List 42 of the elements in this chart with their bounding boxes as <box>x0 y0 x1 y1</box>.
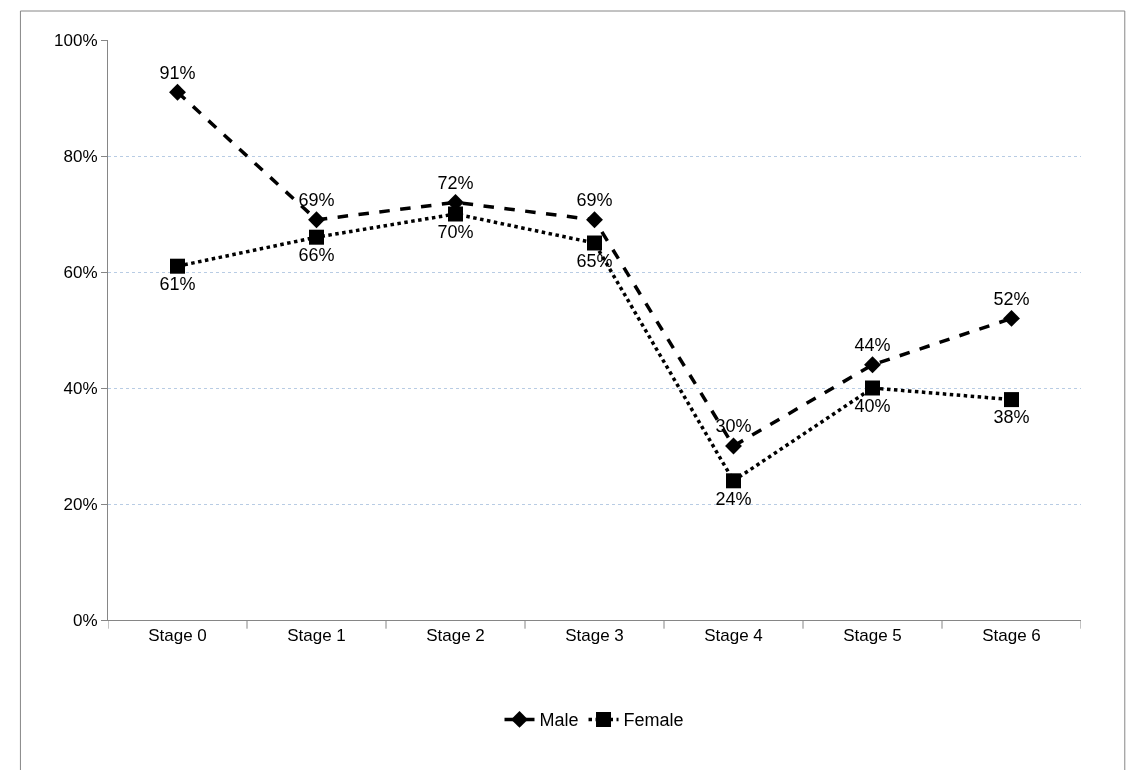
legend-label: Female <box>623 710 684 731</box>
x-tick-label: Stage 3 <box>565 626 624 646</box>
point <box>448 206 463 222</box>
data-label: 91% <box>159 62 196 83</box>
data-label: 69% <box>298 190 335 211</box>
point <box>725 437 742 455</box>
data-label: 40% <box>854 395 891 416</box>
x-tick-label: Stage 4 <box>704 626 763 646</box>
y-tick-label: 80% <box>63 146 98 166</box>
data-label: 44% <box>854 335 891 356</box>
x-tick-label: Stage 5 <box>843 626 902 646</box>
x-tick-label: Stage 0 <box>148 626 207 646</box>
y-tick-label: 40% <box>63 378 98 398</box>
data-label: 52% <box>993 288 1030 309</box>
point <box>865 380 880 396</box>
point <box>1003 309 1020 327</box>
y-tick-label: 20% <box>63 494 98 514</box>
data-label: 61% <box>159 274 196 295</box>
point <box>864 356 881 374</box>
x-tick-label: Stage 2 <box>426 626 485 646</box>
point <box>587 235 602 251</box>
point <box>586 211 603 229</box>
data-label: 70% <box>437 221 474 242</box>
point <box>308 211 325 229</box>
x-tick-label: Stage 1 <box>287 626 346 646</box>
y-tick-label: 0% <box>73 610 98 630</box>
data-label: 72% <box>437 172 474 193</box>
y-tick-label: 60% <box>63 262 98 282</box>
x-tick-label: Stage 6 <box>982 626 1041 646</box>
data-label: 30% <box>715 416 752 437</box>
point <box>309 229 324 245</box>
data-label: 66% <box>298 245 335 266</box>
data-label: 65% <box>576 250 613 271</box>
point <box>169 83 186 101</box>
y-tick-label: 100% <box>54 30 98 50</box>
point <box>726 473 741 489</box>
point <box>170 258 185 274</box>
data-label: 38% <box>993 407 1030 428</box>
data-label: 24% <box>715 488 752 509</box>
data-label: 69% <box>576 190 613 211</box>
point <box>1004 392 1019 408</box>
legend-label: Male <box>539 710 579 731</box>
